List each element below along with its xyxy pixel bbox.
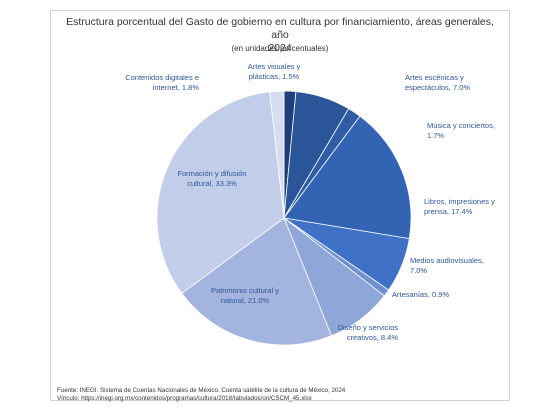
slice-label-9: Formación y difusión cultural, 33.3% — [177, 169, 246, 188]
slice-label-8: Patrimonio cultural y natural, 21.0% — [211, 286, 279, 305]
slice-label-5-line-2: 7.0% — [410, 266, 427, 275]
pie-slice-8 — [181, 217, 333, 346]
slice-label-2-line-1: Artes escénicas y — [405, 73, 464, 82]
slice-label-1-line-1: Artes visuales y — [248, 62, 301, 71]
slice-label-3-line-1: Música y conciertos, — [427, 121, 495, 130]
slice-label-7: Diseño y servicios creativos, 8.4% — [338, 323, 399, 342]
slice-label-3-line-2: 1.7% — [427, 131, 444, 140]
slice-label-10-line-2: internet, 1.8% — [153, 83, 200, 92]
source-note: Fuente: INEGI. Sistema de Cuentas Nacion… — [57, 387, 346, 394]
pie-slice-10 — [269, 90, 285, 219]
slice-label-4: Libros, impresiones y prensa, 17.4% — [424, 197, 495, 216]
chart-title-line-2: 2024 — [268, 42, 292, 54]
slice-label-10: Contenidos digitales e internet, 1.8% — [125, 73, 199, 92]
slice-label-9-line-1: Formación y difusión — [177, 169, 246, 178]
slice-label-4-line-1: Libros, impresiones y — [424, 197, 495, 206]
slice-label-2-line-2: espectáculos, 7.0% — [405, 83, 470, 92]
slice-label-3: Música y conciertos, 1.7% — [427, 121, 495, 140]
slice-label-2: Artes escénicas y espectáculos, 7.0% — [405, 73, 470, 92]
chart-title: Estructura porcentual del Gasto de gobie… — [56, 16, 504, 55]
slice-label-7-line-1: Diseño y servicios — [338, 323, 399, 332]
source-link[interactable]: Vínculo: https://inegi.org.mx/contenidos… — [57, 395, 312, 402]
slice-label-5: Medios audiovisuales, 7.0% — [410, 256, 484, 275]
slice-label-9-line-2: cultural, 33.3% — [187, 179, 237, 188]
slice-label-4-line-2: prensa, 17.4% — [424, 207, 473, 216]
slice-label-1-line-2: plásticas, 1.5% — [249, 72, 300, 81]
pie-slice-4 — [283, 115, 412, 240]
slice-label-10-line-1: Contenidos digitales e — [125, 73, 199, 82]
slice-label-8-line-1: Patrimonio cultural y — [211, 286, 279, 295]
chart-subtitle: (en unidades porcentuales) — [231, 44, 329, 53]
slice-label-5-line-1: Medios audiovisuales, — [410, 256, 484, 265]
chart-title-line-1: Estructura porcentual del Gasto de gobie… — [66, 16, 494, 41]
chart-footer: Fuente: INEGI. Sistema de Cuentas Nacion… — [57, 387, 507, 403]
slice-label-8-line-2: natural, 21.0% — [221, 296, 270, 305]
slice-label-7-line-2: creativos, 8.4% — [347, 333, 399, 342]
pie-slice-9 — [156, 91, 285, 294]
slice-label-6-line-1: Artesanías, 0.9% — [392, 290, 449, 299]
slice-label-1: Artes visuales y plásticas, 1.5% — [248, 62, 301, 81]
slice-label-6: Artesanías, 0.9% — [392, 290, 449, 299]
